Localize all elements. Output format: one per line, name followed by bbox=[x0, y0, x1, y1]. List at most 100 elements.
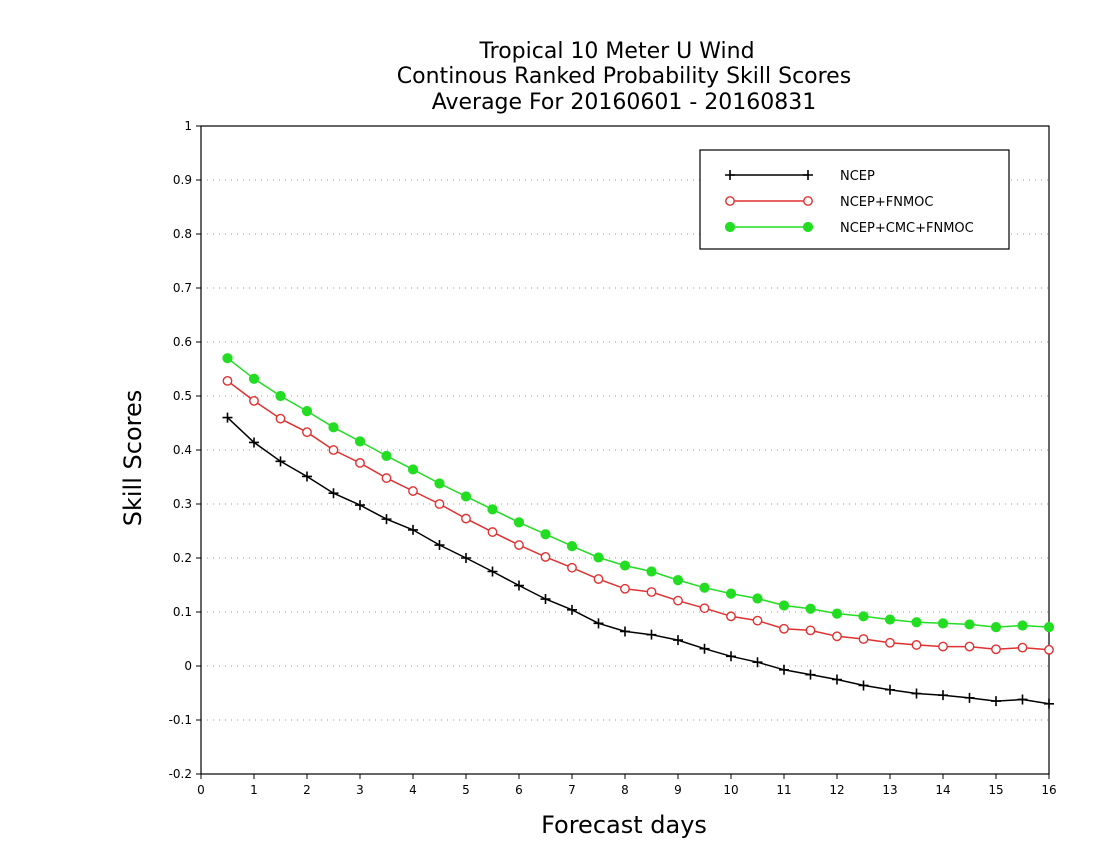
legend-marker-ncep bbox=[803, 170, 813, 180]
x-tick-label: 12 bbox=[829, 783, 844, 797]
y-tick-label: 0 bbox=[184, 659, 192, 673]
data-point-ncep-cmc-fnmoc bbox=[487, 504, 498, 515]
data-point-ncep-fnmoc bbox=[699, 603, 710, 614]
data-point-ncep bbox=[938, 690, 948, 701]
data-point-ncep-fnmoc bbox=[249, 395, 259, 406]
x-axis-title: Forecast days bbox=[541, 811, 707, 839]
data-point-ncep-fnmoc bbox=[752, 615, 763, 626]
data-point-ncep bbox=[328, 488, 339, 499]
data-point-ncep-cmc-fnmoc bbox=[884, 614, 896, 625]
data-point-ncep-cmc-fnmoc bbox=[725, 588, 737, 599]
data-point-ncep bbox=[620, 626, 630, 637]
y-tick-label: 0.3 bbox=[173, 497, 192, 511]
data-point-ncep-fnmoc bbox=[222, 375, 233, 386]
data-point-ncep-fnmoc bbox=[938, 641, 948, 652]
data-series bbox=[222, 353, 1055, 709]
data-point-ncep-cmc-fnmoc bbox=[911, 617, 922, 628]
data-point-ncep bbox=[249, 437, 259, 448]
x-tick-label: 10 bbox=[723, 783, 738, 797]
legend-label-ncep-cmc-fnmoc: NCEP+CMC+FNMOC bbox=[840, 221, 974, 236]
data-point-ncep-cmc-fnmoc bbox=[858, 611, 869, 622]
data-point-ncep-fnmoc bbox=[302, 427, 312, 438]
data-point-ncep-cmc-fnmoc bbox=[805, 603, 816, 614]
data-point-ncep bbox=[434, 540, 445, 551]
data-point-ncep-cmc-fnmoc bbox=[1043, 622, 1055, 633]
data-point-ncep-cmc-fnmoc bbox=[540, 529, 551, 540]
legend: NCEP NCEP+FNMOC NCEP+CMC+FNMOC bbox=[699, 149, 1010, 250]
data-point-ncep-cmc-fnmoc bbox=[619, 560, 631, 571]
y-tick-label: 0.8 bbox=[173, 227, 192, 241]
data-point-ncep-fnmoc bbox=[673, 595, 683, 606]
legend-box bbox=[699, 149, 1010, 250]
grid-lines bbox=[201, 179, 1049, 721]
data-point-ncep-fnmoc bbox=[461, 513, 471, 524]
legend-marker-ncep bbox=[725, 170, 735, 180]
legend-label-ncep: NCEP bbox=[840, 169, 875, 184]
data-point-ncep bbox=[726, 651, 736, 662]
data-point-ncep bbox=[699, 643, 710, 654]
data-point-ncep-fnmoc bbox=[540, 552, 551, 562]
data-point-ncep-cmc-fnmoc bbox=[937, 618, 949, 629]
data-point-ncep-cmc-fnmoc bbox=[513, 517, 525, 528]
data-point-ncep-cmc-fnmoc bbox=[407, 464, 419, 475]
data-point-ncep-fnmoc bbox=[805, 625, 816, 636]
data-point-ncep-fnmoc bbox=[593, 574, 604, 584]
legend-marker-ncep-cmc-fnmoc bbox=[802, 221, 814, 233]
chart-title-line-1: Tropical 10 Meter U Wind bbox=[478, 39, 754, 64]
data-point-ncep-cmc-fnmoc bbox=[964, 619, 975, 630]
data-point-ncep bbox=[1017, 694, 1028, 705]
data-point-ncep-fnmoc bbox=[275, 413, 286, 424]
data-point-ncep-cmc-fnmoc bbox=[434, 478, 445, 489]
data-point-ncep bbox=[461, 553, 471, 563]
data-point-ncep bbox=[355, 500, 365, 511]
data-point-ncep-cmc-fnmoc bbox=[593, 552, 604, 563]
y-tick-label: 0.1 bbox=[173, 605, 192, 619]
data-point-ncep bbox=[408, 524, 418, 535]
plot-frame bbox=[200, 125, 1050, 775]
data-point-ncep-cmc-fnmoc bbox=[778, 600, 790, 611]
data-point-ncep-fnmoc bbox=[1044, 644, 1054, 655]
x-tick-label: 6 bbox=[515, 783, 523, 797]
data-point-ncep-cmc-fnmoc bbox=[301, 406, 313, 417]
data-point-ncep-cmc-fnmoc bbox=[752, 593, 763, 604]
data-point-ncep-fnmoc bbox=[991, 644, 1001, 655]
y-tick-label: 0.2 bbox=[173, 551, 192, 565]
data-point-ncep-cmc-fnmoc bbox=[699, 582, 710, 593]
chart-title: Tropical 10 Meter U Wind Continous Ranke… bbox=[397, 39, 851, 115]
series-ncep bbox=[222, 412, 1054, 709]
x-tick-label: 3 bbox=[356, 783, 364, 797]
data-point-ncep bbox=[593, 618, 604, 629]
data-point-ncep bbox=[540, 594, 551, 605]
y-tick-label: 0.5 bbox=[173, 389, 192, 403]
series-ncep-cmc-fnmoc bbox=[222, 353, 1055, 633]
x-tick-label: 7 bbox=[568, 783, 576, 797]
chart-title-line-2: Continous Ranked Probability Skill Score… bbox=[397, 64, 851, 89]
data-point-ncep bbox=[752, 657, 763, 668]
legend-label-ncep-fnmoc: NCEP+FNMOC bbox=[840, 195, 933, 210]
data-point-ncep-fnmoc bbox=[964, 641, 975, 652]
data-point-ncep-cmc-fnmoc bbox=[990, 622, 1002, 633]
data-point-ncep-cmc-fnmoc bbox=[275, 390, 286, 402]
data-point-ncep bbox=[487, 566, 498, 577]
data-point-ncep bbox=[779, 664, 789, 675]
data-point-ncep bbox=[858, 680, 869, 691]
data-point-ncep bbox=[646, 629, 657, 640]
x-tick-label: 1 bbox=[250, 783, 258, 797]
y-tick-label: 0.4 bbox=[173, 443, 192, 457]
data-point-ncep-cmc-fnmoc bbox=[646, 566, 657, 577]
y-tick-label: 1 bbox=[184, 119, 192, 133]
data-point-ncep-cmc-fnmoc bbox=[831, 608, 843, 619]
series-line-ncep-fnmoc bbox=[227, 380, 1050, 651]
data-point-ncep-fnmoc bbox=[434, 499, 445, 509]
x-tick-label: 11 bbox=[776, 783, 791, 797]
y-tick-label: 0.9 bbox=[173, 173, 192, 187]
data-point-ncep-fnmoc bbox=[726, 611, 736, 622]
x-tick-label: 13 bbox=[882, 783, 897, 797]
data-point-ncep bbox=[1044, 698, 1054, 709]
legend-marker-ncep-cmc-fnmoc bbox=[724, 221, 736, 233]
data-point-ncep-cmc-fnmoc bbox=[328, 422, 339, 433]
x-tick-label: 14 bbox=[935, 783, 950, 797]
data-point-ncep bbox=[567, 604, 577, 615]
data-point-ncep-fnmoc bbox=[620, 583, 630, 594]
data-point-ncep-fnmoc bbox=[911, 640, 922, 650]
